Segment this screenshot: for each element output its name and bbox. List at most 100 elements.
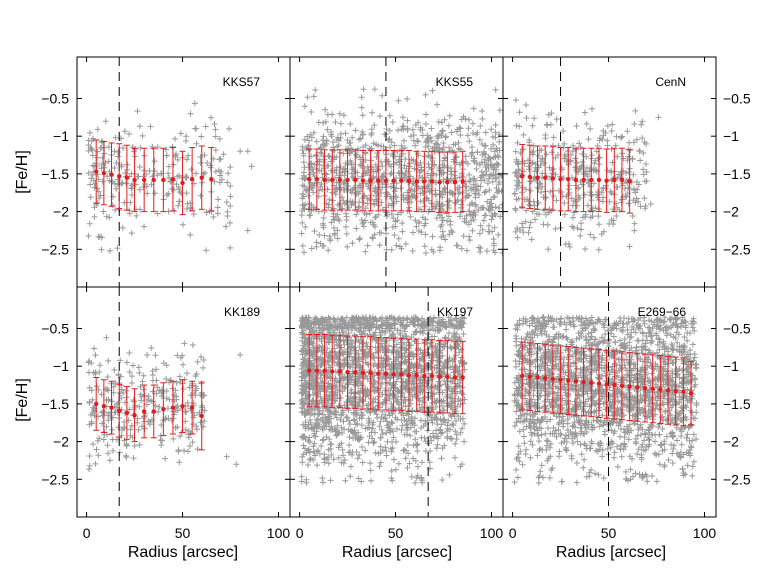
star-point	[371, 201, 378, 208]
star-point	[466, 171, 473, 178]
star-point	[357, 362, 364, 369]
star-point	[425, 370, 432, 377]
mean-point	[109, 405, 114, 410]
star-point	[189, 342, 196, 349]
star-point	[376, 242, 383, 249]
star-point	[590, 166, 597, 173]
star-point	[165, 190, 172, 197]
star-point	[335, 349, 342, 356]
star-point	[342, 477, 349, 484]
star-point	[301, 399, 308, 406]
star-point	[94, 154, 101, 161]
star-point	[459, 425, 466, 432]
star-point	[469, 149, 476, 156]
star-point	[472, 212, 479, 219]
mean-point	[151, 409, 156, 414]
star-point	[591, 160, 598, 167]
star-point	[449, 229, 456, 236]
star-point	[439, 417, 446, 424]
star-point	[326, 382, 333, 389]
star-point	[420, 198, 427, 205]
star-point	[350, 395, 357, 402]
star-point	[430, 314, 437, 321]
star-point	[162, 415, 169, 422]
star-point	[377, 113, 384, 120]
star-point	[130, 362, 137, 369]
star-point	[419, 387, 426, 394]
star-point	[302, 350, 309, 357]
star-point	[349, 186, 356, 193]
star-point	[579, 162, 586, 169]
star-point	[600, 194, 607, 201]
star-point	[446, 471, 453, 478]
mean-point	[314, 176, 320, 182]
star-point	[211, 120, 218, 127]
mean-profile	[306, 148, 466, 213]
star-point	[351, 356, 358, 363]
star-point	[419, 315, 426, 322]
star-point	[86, 452, 93, 459]
mean-point	[429, 373, 435, 379]
star-point	[399, 228, 406, 235]
star-point	[123, 442, 130, 449]
star-point	[633, 195, 640, 202]
star-points	[85, 334, 244, 473]
star-point	[105, 158, 112, 165]
star-point	[102, 118, 109, 125]
star-point	[203, 209, 210, 216]
star-point	[86, 129, 93, 136]
star-point	[468, 152, 475, 159]
star-point	[88, 387, 95, 394]
plot-area	[511, 287, 700, 517]
star-point	[149, 388, 156, 395]
mean-point	[93, 169, 99, 174]
star-point	[415, 227, 422, 234]
star-point	[343, 230, 350, 237]
star-point	[386, 144, 393, 151]
star-point	[118, 386, 125, 393]
star-point	[167, 178, 174, 185]
star-point	[375, 324, 382, 331]
star-point	[527, 187, 534, 194]
star-point	[139, 132, 146, 139]
star-point	[462, 153, 469, 160]
mean-point	[460, 375, 465, 380]
star-point	[583, 473, 590, 480]
star-point	[171, 392, 178, 399]
star-point	[106, 214, 113, 221]
star-point	[587, 165, 594, 172]
star-point	[96, 435, 103, 442]
star-point	[607, 188, 614, 195]
mean-point	[124, 410, 130, 416]
star-point	[347, 336, 354, 343]
mean-point	[209, 176, 214, 182]
star-point	[338, 411, 345, 418]
star-point	[321, 423, 328, 430]
star-point	[441, 116, 448, 123]
star-point	[386, 127, 393, 134]
star-point	[346, 417, 353, 424]
star-point	[437, 244, 444, 251]
star-point	[433, 411, 440, 418]
star-point	[94, 437, 101, 444]
star-point	[438, 318, 445, 325]
star-point	[387, 429, 394, 436]
star-point	[189, 382, 196, 389]
mean-point	[573, 177, 579, 183]
star-point	[573, 168, 580, 175]
star-point	[89, 404, 96, 411]
star-point	[362, 447, 369, 454]
star-point	[587, 125, 594, 132]
star-point	[340, 328, 347, 335]
star-point	[338, 206, 345, 213]
star-point	[572, 164, 579, 171]
star-point	[479, 108, 486, 115]
star-point	[355, 375, 362, 382]
star-point	[199, 364, 206, 371]
mean-point	[161, 406, 166, 412]
star-point	[448, 345, 455, 352]
star-point	[383, 189, 390, 196]
star-point	[220, 151, 227, 158]
star-point	[200, 423, 207, 430]
star-point	[454, 242, 461, 249]
